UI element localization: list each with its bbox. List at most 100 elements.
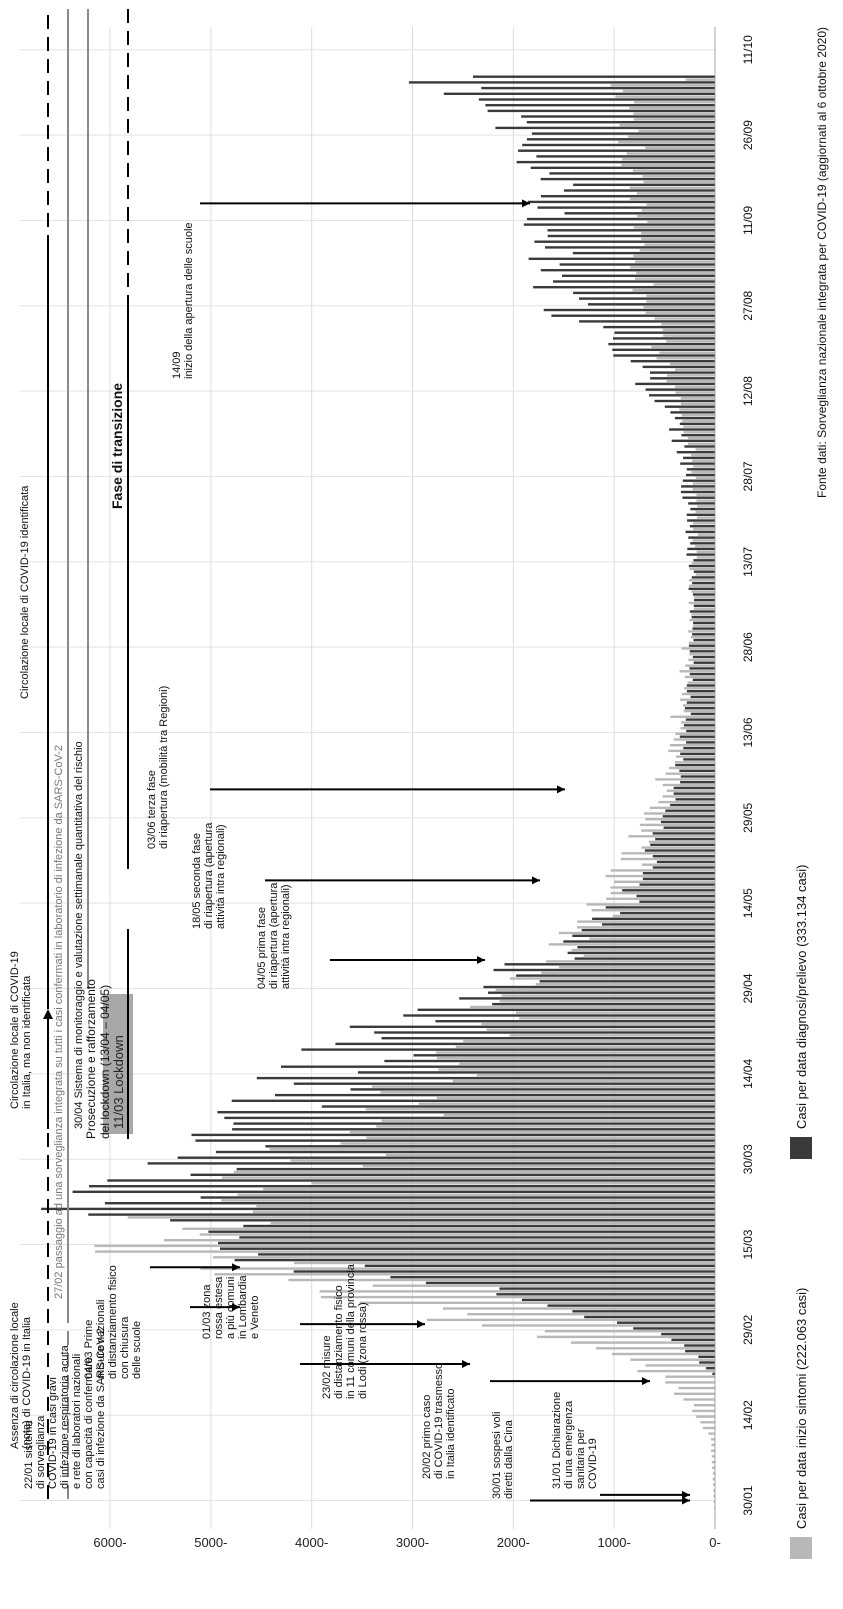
bar-symptom xyxy=(668,749,716,753)
bar-diagnosis xyxy=(478,98,715,101)
bar-diagnosis xyxy=(577,946,716,949)
bar-diagnosis xyxy=(691,616,715,619)
bar-diagnosis xyxy=(649,394,715,397)
bar-symptom xyxy=(711,1455,715,1458)
bar-diagnosis xyxy=(612,348,715,351)
bar-diagnosis xyxy=(692,655,715,659)
bar-diagnosis xyxy=(584,1315,716,1319)
bar-diagnosis xyxy=(104,1202,715,1205)
bar-diagnosis xyxy=(72,1190,716,1193)
bar-diagnosis xyxy=(635,382,716,386)
bar-symptom xyxy=(645,311,715,314)
bar-diagnosis xyxy=(540,195,716,198)
bar-diagnosis xyxy=(218,1241,715,1245)
x-tick-label: 11/10 xyxy=(741,35,755,64)
bar-symptom xyxy=(614,880,715,883)
bar-diagnosis xyxy=(587,303,716,306)
bar-symptom xyxy=(685,664,716,667)
bar-symptom xyxy=(680,698,715,701)
event-31-01: 31/01 Dichiarazionedi una emergenzasanit… xyxy=(551,1392,599,1489)
bar-symptom xyxy=(611,1352,716,1356)
bar-diagnosis xyxy=(459,997,716,1000)
bar-symptom xyxy=(666,340,716,343)
bar-diagnosis xyxy=(485,104,715,107)
bar-symptom xyxy=(681,414,716,417)
event-04-03-line: delle scuole xyxy=(131,1321,143,1379)
period-label-identificata: Circolazione locale di COVID-19 identifi… xyxy=(19,485,31,699)
event-20-02-line: di COVID-19 trasmesso xyxy=(433,1363,445,1479)
bar-symptom xyxy=(319,1290,715,1293)
event-22-01-line: 22/01 sistema xyxy=(23,1420,35,1489)
bar-symptom xyxy=(545,960,716,963)
bar-symptom xyxy=(675,732,715,735)
bar-diagnosis xyxy=(664,405,715,408)
bar-diagnosis xyxy=(669,428,715,431)
bar-symptom xyxy=(662,795,716,798)
bar-symptom xyxy=(443,1113,715,1117)
bar-symptom xyxy=(638,129,716,132)
bar-symptom xyxy=(633,118,715,121)
bar-symptom xyxy=(637,214,715,218)
bar-diagnosis xyxy=(220,1247,715,1250)
bar-diagnosis xyxy=(567,951,715,955)
event-22-01-line: con capacità di confermare xyxy=(83,1357,95,1489)
bar-diagnosis xyxy=(533,286,715,289)
bar-symptom xyxy=(633,112,716,115)
bar-symptom xyxy=(127,1216,715,1219)
bar-symptom xyxy=(610,891,715,895)
bar-symptom xyxy=(675,755,716,758)
bar-symptom xyxy=(670,715,715,718)
bar-symptom xyxy=(634,101,715,104)
bar-symptom xyxy=(670,362,715,366)
bar-diagnosis xyxy=(350,1088,715,1091)
bar-symptom xyxy=(689,653,715,656)
lockdown-label-line: 11/03 Lockdown xyxy=(111,1035,126,1129)
bar-diagnosis xyxy=(680,781,715,784)
bar-diagnosis xyxy=(539,980,715,983)
bar-diagnosis xyxy=(559,263,715,266)
bar-diagnosis xyxy=(608,342,715,346)
bar-diagnosis xyxy=(674,416,716,420)
legend-swatch-symptom xyxy=(790,1537,812,1559)
bar-symptom xyxy=(680,397,715,400)
bar-diagnosis xyxy=(692,627,715,630)
arrow-04-05-head xyxy=(477,956,485,965)
period-label-non-identificata-line: Circolazione locale di COVID-19 xyxy=(9,951,21,1109)
bar-symptom xyxy=(221,1199,715,1202)
bar-diagnosis xyxy=(473,75,715,78)
bar-diagnosis xyxy=(487,109,715,113)
bar-diagnosis xyxy=(190,1173,716,1176)
bar-diagnosis xyxy=(488,991,715,994)
bar-symptom xyxy=(693,465,716,468)
bar-symptom xyxy=(696,493,716,497)
bar-symptom xyxy=(467,1313,715,1316)
bar-diagnosis xyxy=(645,388,715,391)
bar-diagnosis xyxy=(686,701,715,704)
bar-symptom xyxy=(691,590,715,593)
bar-diagnosis xyxy=(335,1042,715,1046)
bar-diagnosis xyxy=(692,678,716,681)
surveillance-label-line: 27/02 passaggio ad una sorveglianza inte… xyxy=(53,745,65,1299)
bar-diagnosis xyxy=(573,183,715,186)
bar-diagnosis xyxy=(679,422,715,425)
bar-diagnosis xyxy=(655,837,716,841)
bar-diagnosis xyxy=(562,274,715,277)
event-22-01-line: e rete di laboratori nazionali xyxy=(71,1354,83,1489)
bar-symptom xyxy=(629,186,716,189)
bar-diagnosis xyxy=(605,906,716,909)
bar-symptom xyxy=(684,675,716,679)
bar-diagnosis xyxy=(41,1207,716,1211)
bar-symptom xyxy=(645,146,715,149)
bar-symptom xyxy=(681,692,716,696)
bar-symptom xyxy=(688,641,715,644)
bar-diagnosis xyxy=(683,456,715,460)
y-tick-label: 1000- xyxy=(598,1535,631,1550)
lockdown-extension-label: Prosecuzione e rafforzamentodel lockdown… xyxy=(84,979,112,1139)
bar-symptom xyxy=(641,846,715,849)
bar-symptom xyxy=(509,977,715,980)
bar-symptom xyxy=(711,1449,715,1452)
bar-symptom xyxy=(689,618,716,622)
bar-symptom xyxy=(697,505,715,508)
bar-diagnosis xyxy=(601,923,716,926)
bar-diagnosis xyxy=(239,1236,716,1239)
